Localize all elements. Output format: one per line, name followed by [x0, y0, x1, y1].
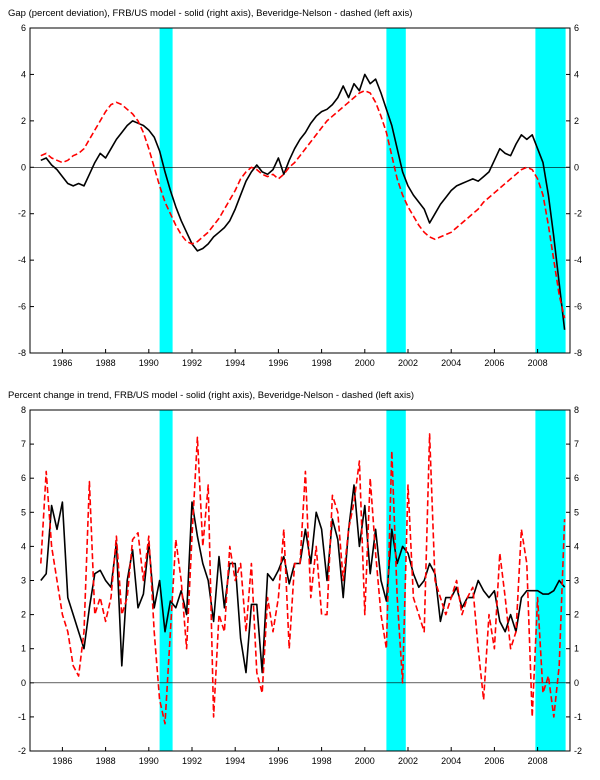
svg-text:1998: 1998	[312, 358, 332, 368]
svg-text:1998: 1998	[312, 756, 332, 766]
trend-chart: Percent change in trend, FRB/US model - …	[0, 374, 600, 772]
svg-text:2004: 2004	[441, 756, 461, 766]
trend-chart-title: Percent change in trend, FRB/US model - …	[8, 390, 415, 401]
svg-text:2: 2	[21, 116, 26, 126]
svg-text:1: 1	[21, 644, 26, 654]
svg-text:2000: 2000	[355, 358, 375, 368]
svg-text:6: 6	[21, 23, 26, 33]
svg-text:-6: -6	[574, 302, 582, 312]
svg-text:0: 0	[574, 678, 579, 688]
svg-text:2: 2	[574, 116, 579, 126]
svg-text:-1: -1	[18, 712, 26, 722]
svg-text:1986: 1986	[52, 358, 72, 368]
svg-text:2000: 2000	[355, 756, 375, 766]
trend-chart-plot: -2 -2 -1 -1 0 0 1 1 2 2 3 3 4 4 5 5 6 6 7 7 8 8 1986 1988 1990 19…	[18, 405, 582, 766]
svg-text:1990: 1990	[139, 358, 159, 368]
svg-text:7: 7	[574, 439, 579, 449]
svg-text:-8: -8	[18, 348, 26, 358]
svg-text:1988: 1988	[96, 358, 116, 368]
svg-text:-2: -2	[574, 209, 582, 219]
svg-text:4: 4	[574, 541, 579, 551]
svg-text:-6: -6	[18, 302, 26, 312]
gap-chart: Gap (percent deviation), FRB/US model - …	[0, 0, 600, 374]
svg-text:5: 5	[574, 507, 579, 517]
svg-text:4: 4	[21, 69, 26, 79]
svg-text:1992: 1992	[182, 756, 202, 766]
svg-text:1994: 1994	[225, 756, 245, 766]
svg-text:4: 4	[574, 69, 579, 79]
svg-text:7: 7	[21, 439, 26, 449]
svg-text:2: 2	[574, 610, 579, 620]
svg-text:3: 3	[574, 576, 579, 586]
svg-text:-8: -8	[574, 348, 582, 358]
svg-text:1996: 1996	[268, 358, 288, 368]
svg-text:1990: 1990	[139, 756, 159, 766]
svg-text:2008: 2008	[528, 358, 548, 368]
gap-chart-title: Gap (percent deviation), FRB/US model - …	[8, 8, 413, 19]
svg-text:6: 6	[21, 473, 26, 483]
svg-text:-2: -2	[18, 746, 26, 756]
svg-text:-2: -2	[574, 746, 582, 756]
svg-text:2: 2	[21, 610, 26, 620]
svg-text:-4: -4	[18, 255, 26, 265]
gap-chart-plot: -8 -8 -6 -6 -4 -4 -2 -2 0 0 2 2 4 4 6 6 1986 1988 1990 1992…	[18, 23, 582, 368]
svg-text:2004: 2004	[441, 358, 461, 368]
svg-text:1996: 1996	[268, 756, 288, 766]
svg-text:2008: 2008	[528, 756, 548, 766]
svg-text:0: 0	[574, 162, 579, 172]
svg-text:0: 0	[21, 162, 26, 172]
svg-text:6: 6	[574, 23, 579, 33]
svg-text:-4: -4	[574, 255, 582, 265]
svg-text:0: 0	[21, 678, 26, 688]
svg-text:1986: 1986	[52, 756, 72, 766]
svg-text:-2: -2	[18, 209, 26, 219]
svg-text:3: 3	[21, 576, 26, 586]
svg-text:2002: 2002	[398, 756, 418, 766]
svg-text:8: 8	[21, 405, 26, 415]
svg-text:2006: 2006	[484, 756, 504, 766]
svg-text:2002: 2002	[398, 358, 418, 368]
svg-text:1992: 1992	[182, 358, 202, 368]
svg-text:1: 1	[574, 644, 579, 654]
svg-text:5: 5	[21, 507, 26, 517]
svg-text:4: 4	[21, 541, 26, 551]
svg-text:2006: 2006	[484, 358, 504, 368]
svg-text:6: 6	[574, 473, 579, 483]
svg-text:8: 8	[574, 405, 579, 415]
svg-text:1994: 1994	[225, 358, 245, 368]
svg-text:-1: -1	[574, 712, 582, 722]
svg-text:1988: 1988	[96, 756, 116, 766]
